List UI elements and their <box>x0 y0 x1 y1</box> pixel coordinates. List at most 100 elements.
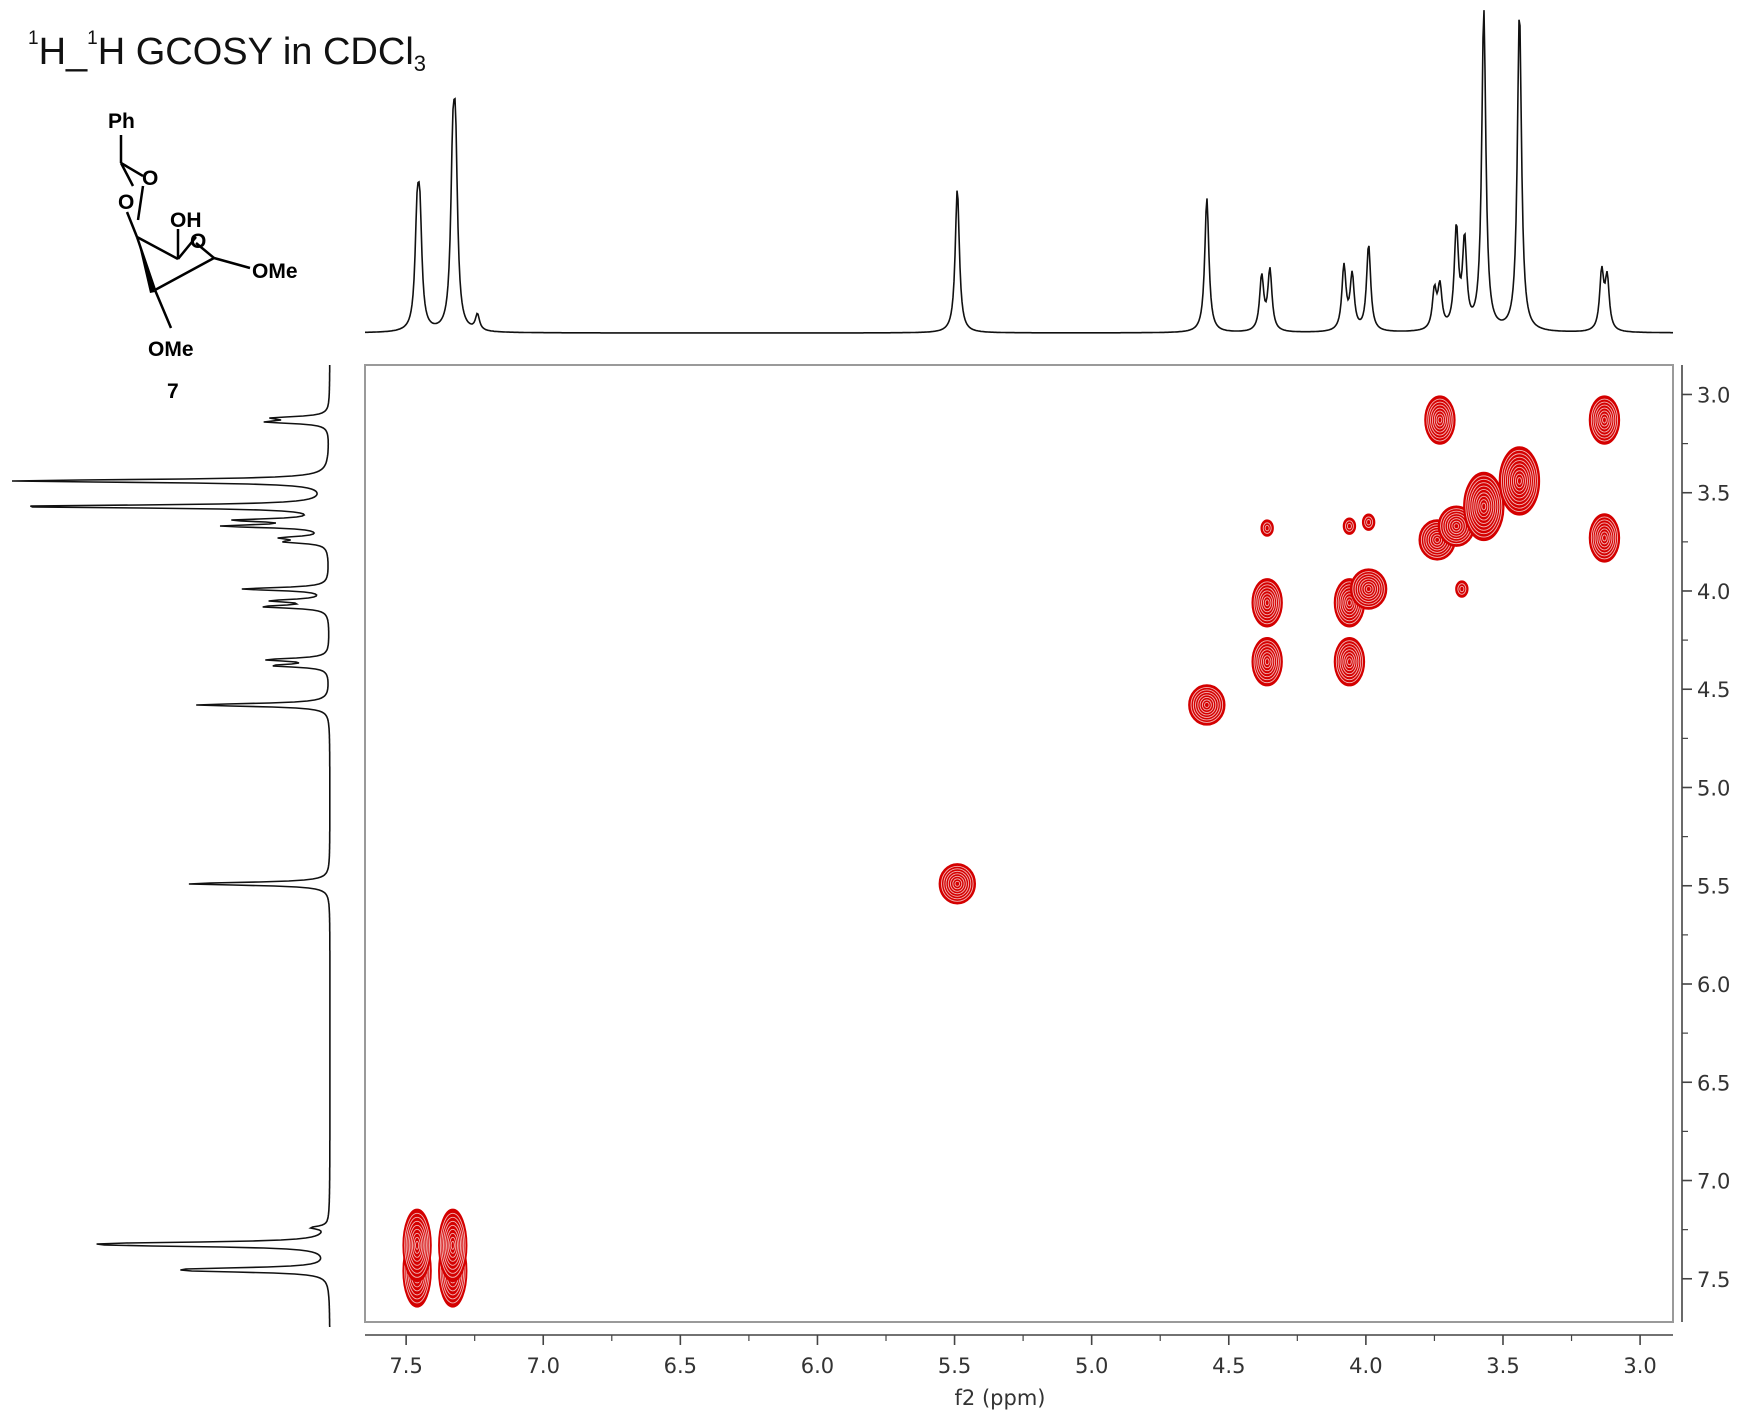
contour-level <box>1516 477 1522 485</box>
contour-level <box>1433 410 1446 430</box>
contour-level <box>438 1208 468 1283</box>
x-tick-label: 6.0 <box>801 1354 834 1378</box>
contour-level <box>411 1232 423 1258</box>
contour-level <box>1590 398 1618 442</box>
contour-level <box>1453 523 1460 530</box>
contour-level <box>449 1236 457 1254</box>
contour-level <box>1364 516 1374 528</box>
title-superscript-1: 1 <box>28 28 39 49</box>
contour-level <box>938 863 977 905</box>
contour-level <box>441 1216 465 1274</box>
x-tick-label: 3.5 <box>1486 1354 1519 1378</box>
contour-level <box>1449 518 1464 535</box>
contour-level <box>1333 637 1366 687</box>
contour-level <box>1264 524 1270 532</box>
y-axis: 3.0 3.5 4.0 4.5 5.0 5.5 6.0 6.5 7.0 7.5 <box>1681 365 1730 1322</box>
methoxy-label-right: OMe <box>252 260 298 283</box>
contour-level <box>1477 495 1491 518</box>
cross-peak <box>938 863 977 905</box>
contour-level <box>1354 573 1383 605</box>
cross-peak <box>402 1208 432 1283</box>
cross-peak <box>1251 637 1283 687</box>
f1-projection-spectrum <box>11 365 331 1327</box>
contour-level <box>1335 640 1363 684</box>
contour-level <box>1264 658 1270 666</box>
contour-level <box>1431 407 1448 433</box>
contour-level <box>947 873 967 895</box>
contour-level <box>439 1212 466 1278</box>
contour-level <box>1264 599 1270 607</box>
contour-level <box>1592 519 1617 557</box>
contour-level <box>447 1232 458 1258</box>
contour-level <box>1251 637 1283 687</box>
contour-level <box>1341 649 1358 675</box>
contour-level <box>1366 519 1372 526</box>
contour-level <box>1596 525 1613 551</box>
contour-level <box>1435 413 1445 427</box>
contour-level <box>1592 401 1617 439</box>
y-tick-label: 7.0 <box>1697 1170 1730 1194</box>
contour-level <box>1432 534 1443 546</box>
contour-level <box>1475 492 1493 521</box>
contour-layer <box>402 395 1621 1308</box>
contour-level <box>1600 531 1609 545</box>
contour-level <box>1437 416 1443 424</box>
title-superscript-2: 1 <box>87 28 98 49</box>
contour-level <box>1261 652 1274 672</box>
contour-level <box>1428 401 1452 439</box>
contour-level <box>1588 395 1621 445</box>
contour-level <box>1504 456 1534 506</box>
cross-peak <box>1588 513 1621 563</box>
x-tick-label: 7.5 <box>389 1354 422 1378</box>
contour-level <box>954 880 961 887</box>
contour-level <box>1430 404 1450 436</box>
contour-level <box>1343 652 1356 672</box>
title-part-h1: H_ <box>38 31 88 73</box>
x-tick-label: 4.5 <box>1212 1354 1245 1378</box>
contour-level <box>1356 576 1381 602</box>
contour-level <box>1347 658 1352 666</box>
contour-level <box>444 1224 461 1266</box>
cross-peak <box>1349 568 1388 610</box>
contour-level <box>1199 697 1215 713</box>
cross-peak <box>438 1208 468 1283</box>
contour-level <box>446 1228 460 1262</box>
contour-level <box>1352 571 1385 607</box>
contour-level <box>1192 689 1221 721</box>
x-axis-title: f2 (ppm) <box>955 1386 1046 1410</box>
contour-level <box>1602 416 1607 424</box>
cross-peak <box>1463 471 1505 542</box>
contour-level <box>1457 583 1467 595</box>
x-tick-label: 7.0 <box>527 1354 560 1378</box>
f2-projection-spectrum <box>365 10 1673 334</box>
contour-level <box>1347 599 1352 607</box>
cross-peak <box>1251 578 1283 628</box>
oxygen-label-top: O <box>142 167 158 190</box>
x-tick-label: 3.0 <box>1623 1354 1656 1378</box>
contour-level <box>1469 482 1499 531</box>
contour-level <box>415 1240 420 1250</box>
contour-level <box>1201 699 1212 711</box>
y-tick-label: 4.5 <box>1697 678 1730 702</box>
y-tick-label: 6.5 <box>1697 1071 1730 1095</box>
contour-level <box>1337 643 1362 681</box>
plot-frame <box>364 364 1674 1323</box>
contour-level <box>1467 478 1501 535</box>
contour-level <box>1349 568 1388 610</box>
contour-level <box>407 1220 427 1270</box>
contour-level <box>1473 489 1495 524</box>
contour-level <box>1479 499 1489 514</box>
y-tick-label: 5.5 <box>1697 875 1730 899</box>
title-part-main: H GCOSY in CDCl <box>97 31 414 73</box>
contour-level <box>408 1224 426 1266</box>
contour-level <box>1506 460 1532 502</box>
contour-level <box>1255 584 1279 622</box>
contour-level <box>1512 470 1526 492</box>
molecule-structure: Ph O O OH O OMe OMe 7 <box>108 110 298 403</box>
contour-level <box>1339 646 1360 678</box>
contour-level <box>1261 593 1274 613</box>
hydroxyl-label: OH <box>170 209 202 232</box>
contour-level <box>1363 583 1374 595</box>
contour-level <box>1195 692 1219 718</box>
